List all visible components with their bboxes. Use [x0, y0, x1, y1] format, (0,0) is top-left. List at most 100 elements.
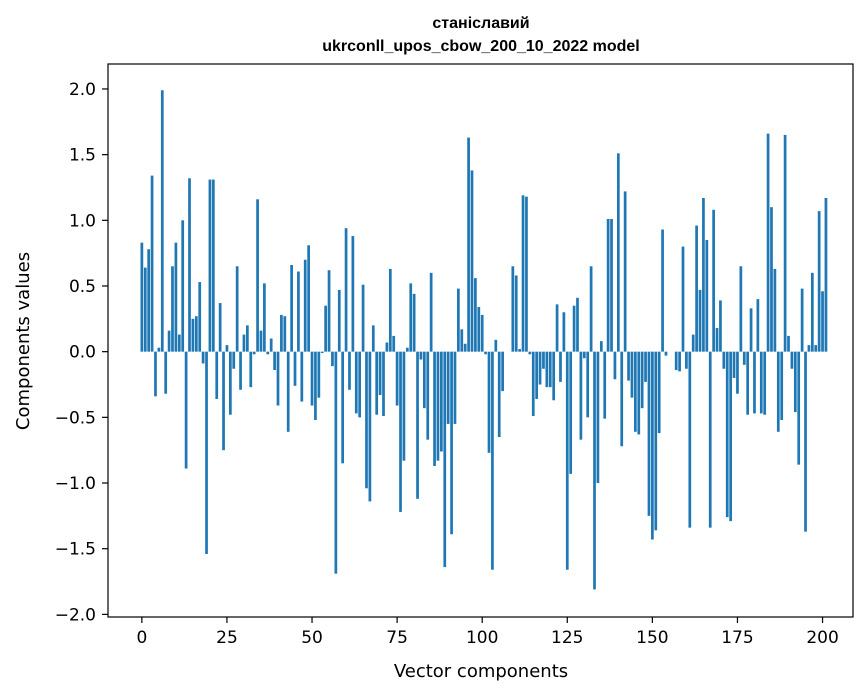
y-tick-label-4: 0.0 — [69, 343, 96, 363]
bar-66 — [365, 351, 368, 489]
bar-17 — [198, 282, 202, 352]
bar-4 — [154, 351, 157, 397]
bar-64 — [358, 351, 362, 418]
bar-20 — [208, 179, 212, 352]
bar-177 — [742, 351, 746, 365]
bar-196 — [807, 345, 811, 352]
bar-119 — [545, 351, 549, 388]
bar-44 — [290, 264, 293, 352]
bar-160 — [685, 351, 688, 369]
y-tick-label-0: −2.0 — [55, 605, 96, 625]
bar-78 — [405, 347, 409, 352]
bar-22 — [215, 351, 219, 399]
bar-86 — [433, 351, 436, 466]
bar-115 — [531, 351, 535, 417]
bar-189 — [783, 134, 787, 352]
bar-144 — [630, 351, 634, 398]
bar-182 — [759, 351, 763, 414]
bar-134 — [596, 351, 600, 484]
bar-201 — [824, 197, 828, 352]
bar-79 — [409, 283, 413, 352]
bar-122 — [555, 304, 559, 352]
bar-193 — [797, 351, 801, 465]
bar-170 — [719, 300, 722, 352]
bar-150 — [651, 351, 654, 540]
bar-28 — [235, 266, 239, 352]
bar-34 — [256, 199, 259, 352]
bar-87 — [436, 351, 440, 461]
bar-124 — [562, 312, 566, 352]
bar-71 — [382, 351, 385, 417]
bar-18 — [201, 351, 205, 364]
bar-142 — [623, 191, 627, 352]
bar-53 — [320, 351, 324, 353]
bar-11 — [177, 334, 181, 352]
bar-97 — [470, 170, 474, 352]
bar-120 — [548, 351, 552, 388]
bar-48 — [303, 259, 307, 352]
bar-39 — [273, 351, 276, 371]
bar-149 — [647, 351, 651, 516]
bar-25 — [225, 345, 229, 352]
bar-123 — [559, 351, 562, 382]
bar-110 — [514, 275, 518, 352]
bar-164 — [698, 289, 702, 352]
bar-30 — [242, 334, 246, 352]
bar-94 — [460, 329, 464, 352]
plot-frame — [107, 63, 854, 618]
bar-154 — [664, 351, 668, 356]
bar-61 — [348, 351, 351, 390]
y-tick-label-6: 1.0 — [69, 211, 96, 231]
bar-181 — [756, 299, 760, 352]
bar-185 — [770, 207, 773, 352]
bar-98 — [474, 278, 477, 352]
bar-40 — [276, 351, 280, 406]
bar-161 — [688, 351, 692, 528]
bar-112 — [521, 195, 525, 352]
bar-82 — [419, 351, 423, 360]
bar-59 — [341, 351, 345, 464]
bar-42 — [283, 316, 287, 352]
x-tick-label-5: 125 — [551, 628, 583, 648]
chart-title-line1: станіславий — [432, 15, 529, 32]
bar-166 — [705, 240, 709, 352]
bar-63 — [354, 351, 358, 414]
bar-50 — [310, 351, 314, 406]
bar-9 — [171, 266, 174, 352]
bar-162 — [691, 334, 695, 352]
bar-52 — [317, 351, 321, 398]
bar-47 — [300, 351, 304, 402]
bar-29 — [239, 351, 242, 390]
y-axis-ticks: −2.0 −1.5 −1.0 −0.5 0.0 0.5 1.0 1.5 2.0 — [55, 80, 108, 625]
bar-163 — [695, 225, 698, 352]
bar-80 — [412, 293, 416, 352]
x-tick-label-7: 175 — [721, 628, 753, 648]
y-tick-label-2: −1.0 — [55, 474, 96, 494]
y-tick-label-5: 0.5 — [69, 277, 96, 297]
bar-32 — [249, 351, 253, 388]
bar-46 — [297, 271, 300, 352]
y-axis-label: Components values — [13, 252, 34, 430]
bar-168 — [712, 209, 715, 352]
bar-194 — [800, 288, 804, 352]
x-tick-label-8: 200 — [806, 628, 838, 648]
bar-135 — [599, 341, 603, 352]
bar-60 — [344, 228, 348, 352]
bar-74 — [392, 335, 396, 352]
bar-111 — [518, 349, 521, 352]
bar-131 — [586, 351, 590, 418]
bar-75 — [395, 351, 399, 406]
bar-series — [140, 90, 828, 590]
bar-169 — [715, 328, 719, 352]
bar-200 — [821, 291, 824, 352]
bar-165 — [702, 197, 705, 352]
x-axis-label: Vector components — [394, 661, 568, 682]
bar-151 — [654, 351, 658, 531]
bar-140 — [616, 153, 620, 352]
bar-137 — [606, 219, 610, 352]
bar-148 — [644, 351, 647, 382]
bar-172 — [725, 351, 729, 518]
bar-35 — [259, 330, 263, 352]
bar-14 — [188, 178, 191, 352]
